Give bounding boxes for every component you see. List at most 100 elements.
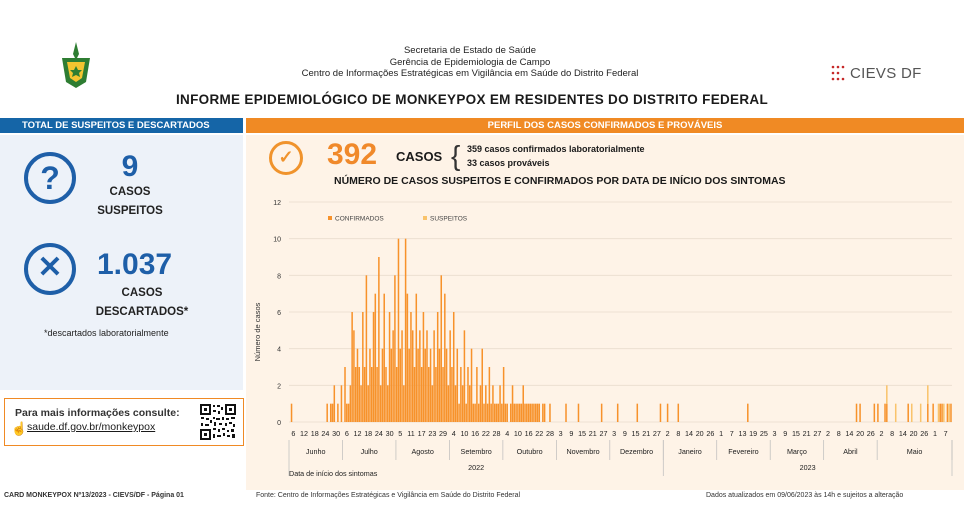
x-tick-label: 26	[706, 429, 714, 438]
brace-icon: {	[451, 140, 461, 171]
month-label: Fevereiro	[728, 447, 758, 456]
total-cases-label: CASOS	[396, 149, 443, 164]
bar-confirmados	[447, 385, 450, 422]
legend-label-suspeitos: SUSPEITOS	[430, 216, 468, 223]
month-label: Novembro	[566, 447, 599, 456]
bar-confirmados	[524, 403, 526, 422]
month-label: Outubro	[517, 447, 543, 456]
bar-confirmados	[399, 348, 402, 422]
x-tick-label: 1	[933, 429, 937, 438]
bar-confirmados	[415, 293, 418, 422]
x-tick-label: 17	[418, 429, 426, 438]
header-line-2: Gerência de Epidemiologia de Campo	[389, 56, 551, 68]
x-tick-label: 14	[685, 429, 693, 438]
monkeypox-link[interactable]: saude.df.gov.br/monkeypox	[27, 421, 156, 433]
bar-confirmados	[549, 403, 551, 422]
y-tick-label: 6	[277, 310, 281, 317]
bar-confirmados	[886, 403, 888, 422]
bar-confirmados	[477, 403, 480, 422]
bar-confirmados	[369, 348, 371, 422]
x-tick-label: 9	[623, 429, 627, 438]
bar-confirmados	[666, 403, 669, 422]
bar-suspeitos	[927, 385, 929, 404]
qr-code-icon[interactable]	[199, 403, 237, 441]
bar-confirmados	[428, 367, 430, 422]
bar-confirmados	[486, 403, 489, 422]
bar-confirmados	[358, 367, 361, 422]
check-circle-icon: ✓	[269, 141, 303, 175]
bar-confirmados	[946, 403, 949, 422]
bar-confirmados	[533, 403, 535, 422]
x-tick-label: 3	[612, 429, 616, 438]
bar-suspeitos	[911, 403, 913, 422]
bar-confirmados	[485, 385, 487, 422]
y-tick-label: 12	[273, 200, 281, 207]
bar-confirmados	[492, 385, 494, 422]
bar-confirmados	[529, 403, 532, 422]
bar-confirmados	[511, 385, 514, 422]
bar-confirmados	[456, 348, 459, 422]
bar-confirmados	[476, 367, 478, 422]
x-tick-label: 1	[719, 429, 723, 438]
df-logo	[62, 42, 90, 88]
x-tick-label: 20	[910, 429, 918, 438]
bar-confirmados	[577, 403, 580, 422]
bar-confirmados	[347, 403, 350, 422]
legend-swatch-suspeitos	[423, 216, 427, 220]
suspects-label-line-2: SUSPEITOS	[97, 205, 163, 217]
month-label: Setembro	[461, 447, 492, 456]
month-label: Junho	[306, 447, 326, 456]
x-tick-label: 21	[642, 429, 650, 438]
header-line-1: Secretaria de Estado de Saúde	[403, 45, 537, 56]
y-tick-label: 10	[273, 237, 281, 244]
x-tick-label: 6	[291, 429, 295, 438]
bar-confirmados	[397, 238, 400, 422]
bar-confirmados	[472, 403, 475, 422]
bar-confirmados	[353, 330, 355, 422]
bar-confirmados	[420, 367, 423, 422]
bar-confirmados	[436, 312, 439, 422]
bar-confirmados	[501, 403, 503, 422]
legend-label-confirmados: CONFIRMADOS	[335, 216, 384, 223]
x-tick-label: 19	[749, 429, 757, 438]
bar-confirmados	[383, 293, 385, 422]
x-tick-label: 30	[386, 429, 394, 438]
bar-confirmados	[440, 275, 443, 422]
bar-confirmados	[385, 367, 387, 422]
bar-confirmados	[565, 403, 567, 422]
bar-confirmados	[884, 403, 886, 422]
bar-confirmados	[403, 385, 405, 422]
bar-suspeitos	[894, 403, 897, 422]
bar-suspeitos	[886, 385, 888, 404]
bar-suspeitos	[937, 403, 940, 422]
bar-confirmados	[378, 257, 380, 422]
y-tick-label: 8	[277, 273, 281, 280]
bar-confirmados	[483, 403, 485, 422]
bar-confirmados	[429, 348, 432, 422]
bar-confirmados	[506, 403, 508, 422]
x-tick-label: 27	[653, 429, 661, 438]
chart-title: NÚMERO DE CASOS SUSPEITOS E CONFIRMADOS …	[334, 175, 786, 187]
bar-confirmados	[470, 348, 473, 422]
x-tick-label: 23	[428, 429, 436, 438]
bar-confirmados	[461, 385, 464, 422]
bar-confirmados	[677, 403, 680, 422]
bar-confirmados	[374, 293, 377, 422]
right-section-header: PERFIL DOS CASOS CONFIRMADOS E PROVÁVEIS	[246, 118, 964, 133]
bar-confirmados	[859, 403, 861, 422]
probable-note: 33 casos prováveis	[467, 158, 550, 168]
bar-confirmados	[395, 367, 398, 422]
discarded-label-line-1: CASOS	[121, 287, 163, 299]
footer-source: Fonte: Centro de Informações Estratégica…	[256, 492, 521, 499]
legend-swatch-confirmados	[328, 216, 332, 220]
x-tick-label: 7	[944, 429, 948, 438]
bar-suspeitos	[948, 403, 950, 422]
bar-confirmados	[616, 403, 619, 422]
footer-card-id: CARD MONKEYPOX Nº13/2023 - CIEVS/DF - Pá…	[4, 492, 184, 499]
bar-confirmados	[659, 403, 662, 422]
month-label: Julho	[361, 447, 378, 456]
header-block: Secretaria de Estado de Saúde Gerência d…	[260, 45, 680, 80]
x-tick-label: 21	[803, 429, 811, 438]
bar-confirmados	[346, 403, 348, 422]
bar-confirmados	[488, 367, 491, 422]
